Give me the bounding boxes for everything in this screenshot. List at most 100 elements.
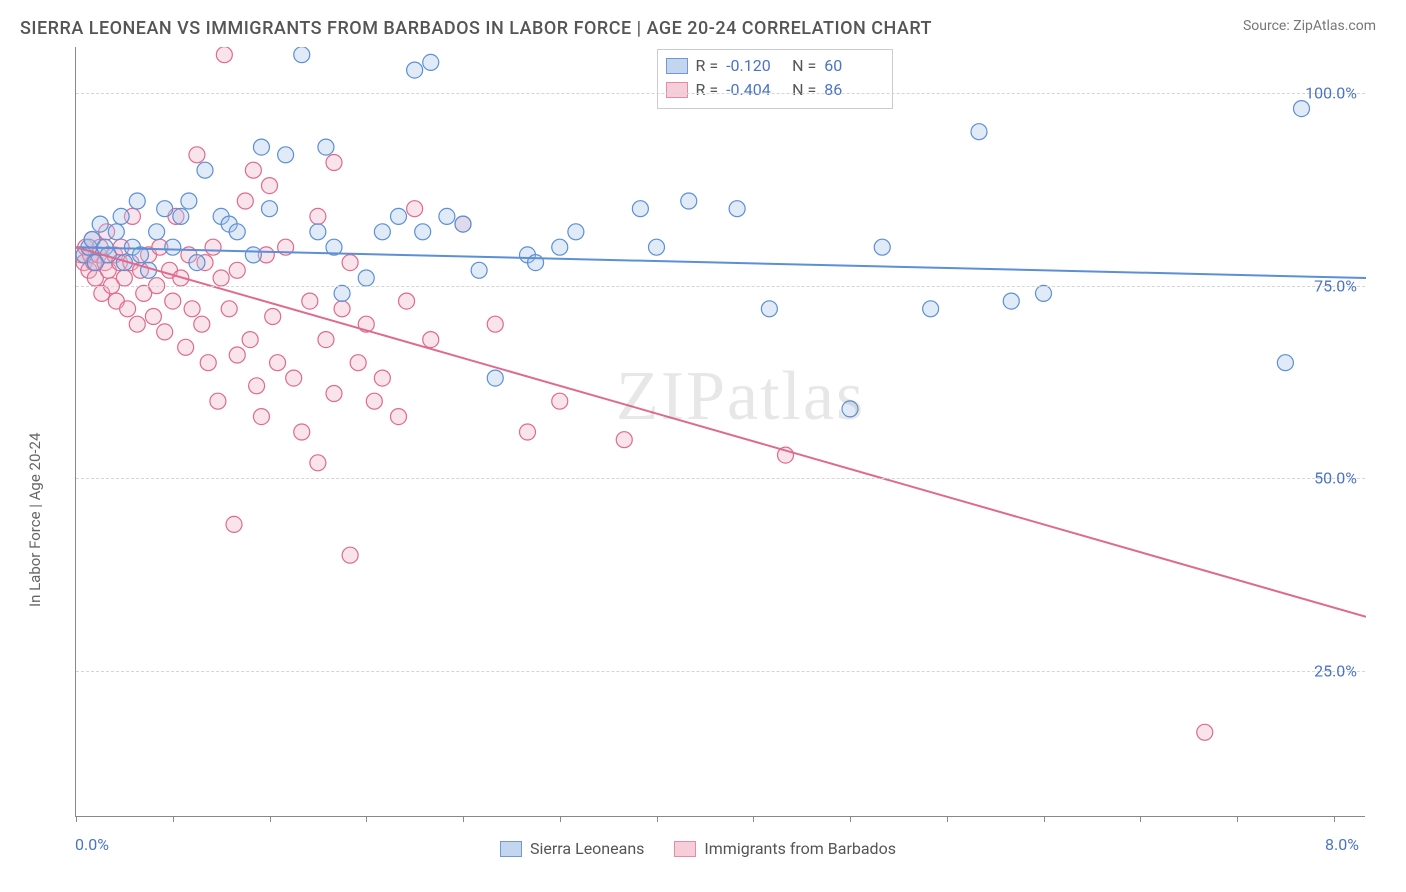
data-point bbox=[487, 370, 503, 386]
scatter-svg bbox=[76, 47, 1366, 817]
data-point bbox=[616, 432, 632, 448]
data-point bbox=[318, 139, 334, 155]
data-point bbox=[649, 239, 665, 255]
gridline-h bbox=[76, 478, 1365, 479]
data-point bbox=[520, 424, 536, 440]
data-point bbox=[120, 301, 136, 317]
data-point bbox=[278, 147, 294, 163]
data-point bbox=[253, 139, 269, 155]
data-point bbox=[334, 301, 350, 317]
stat-n-label: N = bbox=[792, 78, 816, 102]
legend-label: Immigrants from Barbados bbox=[704, 839, 896, 858]
data-point bbox=[229, 224, 245, 240]
data-point bbox=[302, 293, 318, 309]
data-point bbox=[391, 208, 407, 224]
data-point bbox=[194, 316, 210, 332]
data-point bbox=[374, 370, 390, 386]
data-point bbox=[253, 409, 269, 425]
data-point bbox=[197, 162, 213, 178]
data-point bbox=[342, 255, 358, 271]
data-point bbox=[415, 224, 431, 240]
data-point bbox=[439, 208, 455, 224]
data-point bbox=[173, 208, 189, 224]
data-point bbox=[116, 270, 132, 286]
data-point bbox=[318, 332, 334, 348]
source-attribution: Source: ZipAtlas.com bbox=[1243, 18, 1376, 34]
data-point bbox=[145, 309, 161, 325]
data-point bbox=[242, 332, 258, 348]
data-point bbox=[399, 293, 415, 309]
x-tick bbox=[1237, 816, 1238, 822]
data-point bbox=[245, 247, 261, 263]
series-swatch bbox=[666, 58, 688, 74]
data-point bbox=[165, 239, 181, 255]
legend-item: Immigrants from Barbados bbox=[674, 839, 896, 858]
stat-r-label: R = bbox=[696, 78, 719, 102]
gridline-h bbox=[76, 671, 1365, 672]
data-point bbox=[423, 332, 439, 348]
legend-label: Sierra Leoneans bbox=[530, 839, 644, 858]
data-point bbox=[455, 216, 471, 232]
x-tick bbox=[560, 816, 561, 822]
x-tick bbox=[76, 816, 77, 822]
data-point bbox=[221, 301, 237, 317]
data-point bbox=[294, 424, 310, 440]
data-point bbox=[229, 262, 245, 278]
data-point bbox=[1197, 724, 1213, 740]
x-tick bbox=[463, 816, 464, 822]
data-point bbox=[229, 347, 245, 363]
data-point bbox=[874, 239, 890, 255]
data-point bbox=[391, 409, 407, 425]
legend-item: Sierra Leoneans bbox=[500, 839, 644, 858]
data-point bbox=[210, 393, 226, 409]
y-tick-label: 50.0% bbox=[1314, 469, 1357, 488]
data-point bbox=[1036, 285, 1052, 301]
x-tick bbox=[1334, 816, 1335, 822]
y-tick-label: 100.0% bbox=[1305, 84, 1357, 103]
data-point bbox=[294, 47, 310, 63]
x-tick bbox=[850, 816, 851, 822]
data-point bbox=[358, 270, 374, 286]
gridline-h bbox=[76, 93, 1365, 94]
data-point bbox=[350, 355, 366, 371]
stat-n-value: 86 bbox=[824, 78, 882, 102]
data-point bbox=[1003, 293, 1019, 309]
data-point bbox=[216, 47, 232, 63]
x-tick bbox=[1140, 816, 1141, 822]
data-point bbox=[262, 201, 278, 217]
data-point bbox=[632, 201, 648, 217]
stat-n-value: 60 bbox=[824, 54, 882, 78]
data-point bbox=[149, 224, 165, 240]
gridline-h bbox=[76, 286, 1365, 287]
data-point bbox=[310, 224, 326, 240]
data-point bbox=[92, 216, 108, 232]
data-point bbox=[310, 455, 326, 471]
plot-area: ZIPatlas R =-0.120N =60R =-0.404N =86 10… bbox=[75, 47, 1365, 817]
data-point bbox=[245, 162, 261, 178]
data-point bbox=[129, 316, 145, 332]
data-point bbox=[568, 224, 584, 240]
data-point bbox=[189, 147, 205, 163]
y-tick-label: 75.0% bbox=[1314, 276, 1357, 295]
chart-container: In Labor Force | Age 20-24 ZIPatlas R =-… bbox=[20, 47, 1386, 867]
data-point bbox=[108, 224, 124, 240]
trend-line bbox=[76, 247, 1366, 617]
data-point bbox=[487, 316, 503, 332]
data-point bbox=[923, 301, 939, 317]
chart-title: SIERRA LEONEAN VS IMMIGRANTS FROM BARBAD… bbox=[20, 18, 932, 39]
data-point bbox=[681, 193, 697, 209]
data-point bbox=[178, 339, 194, 355]
data-point bbox=[407, 62, 423, 78]
stat-r-value: -0.404 bbox=[726, 78, 784, 102]
stat-n-label: N = bbox=[792, 54, 816, 78]
stat-r-value: -0.120 bbox=[726, 54, 784, 78]
legend-swatch bbox=[674, 841, 696, 857]
data-point bbox=[374, 224, 390, 240]
x-tick bbox=[657, 816, 658, 822]
data-point bbox=[326, 155, 342, 171]
data-point bbox=[157, 201, 173, 217]
y-axis-title: In Labor Force | Age 20-24 bbox=[26, 433, 44, 607]
stats-legend: R =-0.120N =60R =-0.404N =86 bbox=[657, 49, 894, 109]
data-point bbox=[181, 193, 197, 209]
x-tick bbox=[270, 816, 271, 822]
